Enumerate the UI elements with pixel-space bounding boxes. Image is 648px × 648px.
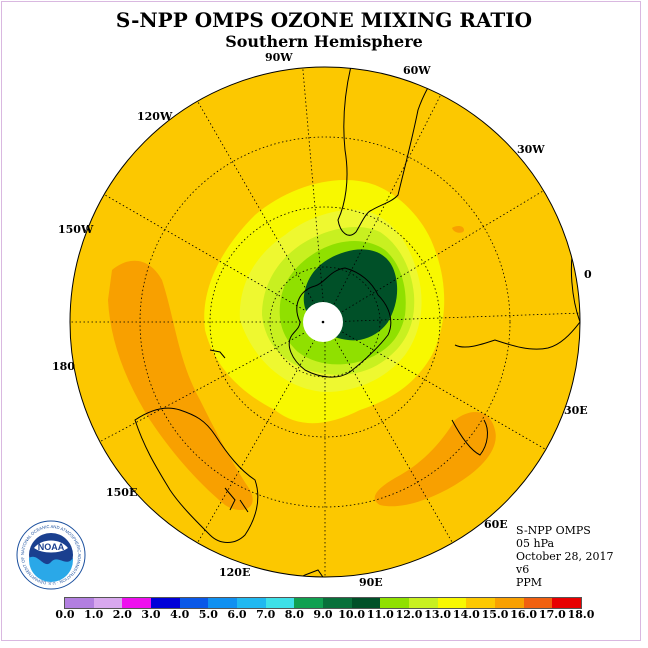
colorbar-tick-label: 6.0 — [227, 608, 247, 621]
field-orange-east-small — [452, 225, 464, 233]
lon-label-150e: 150E — [106, 486, 138, 499]
colorbar-swatch — [179, 598, 209, 608]
coast-antarctica — [288, 267, 392, 378]
info-units: PPM — [516, 576, 543, 589]
colorbar-tick-label: 1.0 — [84, 608, 104, 621]
field-orange-west — [108, 260, 253, 510]
lon-label-90e: 90E — [359, 576, 383, 589]
coast-australia — [134, 407, 259, 543]
colorbar-tick-label: 7.0 — [256, 608, 276, 621]
map-outline — [69, 66, 581, 578]
meridian-line — [342, 331, 547, 450]
coast-africa — [454, 239, 580, 350]
colorbar-tick-label: 10.0 — [338, 608, 366, 621]
lon-label-60w: 60W — [403, 64, 431, 77]
colorbar-swatch — [495, 598, 524, 608]
colorbar-tick-label: 8.0 — [284, 608, 304, 621]
colorbar-swatch — [65, 598, 94, 608]
info-block: S-NPP OMPS 05 hPa October 28, 2017 v6 PP… — [516, 524, 614, 589]
colorbar-swatch — [208, 598, 238, 608]
colorbar-swatch — [93, 598, 123, 608]
colorbar-swatch — [294, 598, 324, 608]
coast-misc — [209, 349, 326, 577]
frame-border — [1, 1, 641, 641]
coast-south-america — [337, 67, 446, 236]
colorbar-tick-label: 4.0 — [170, 608, 190, 621]
meridian-line — [333, 94, 442, 305]
colorbar-swatch — [409, 598, 438, 608]
meridian-line — [103, 194, 308, 313]
colorbar-tick-label: 9.0 — [313, 608, 333, 621]
colorbar-tick-label: 15.0 — [481, 608, 509, 621]
colorbar-tick-label: 18.0 — [567, 608, 595, 621]
colorbar-tick-label: 3.0 — [141, 608, 161, 621]
meridian-line — [341, 190, 544, 313]
colorbar-swatch — [523, 598, 553, 608]
info-version: v6 — [516, 563, 530, 576]
lon-label-150w: 150W — [58, 223, 94, 236]
lon-label-30e: 30E — [564, 404, 588, 417]
meridian-line — [344, 312, 580, 322]
latitude-circle-2 — [209, 206, 441, 438]
noaa-logo: NOAA NATIONAL OCEANIC AND ATMOSPHERIC AD… — [16, 520, 86, 590]
info-date: October 28, 2017 — [516, 550, 614, 563]
lon-label-180: 180 — [52, 360, 75, 373]
page-title: S-NPP OMPS OZONE MIXING RATIO — [115, 8, 533, 32]
colorbar-swatch — [122, 598, 152, 608]
colorbar-tick-label: 16.0 — [510, 608, 538, 621]
lon-label-60e: 60E — [484, 518, 508, 531]
info-level: 05 hPa — [516, 537, 555, 550]
colorbar-swatch — [466, 598, 496, 608]
lon-label-90w: 90W — [265, 51, 293, 64]
coast-new-zealand — [224, 487, 249, 513]
noaa-logo-text: NOAA — [38, 542, 65, 552]
colorbar-swatch — [437, 598, 467, 608]
colorbar-tick-label: 17.0 — [538, 608, 566, 621]
colorbar-tick-label: 0.0 — [55, 608, 75, 621]
colorbar-swatch — [323, 598, 352, 608]
latitude-circle-1 — [269, 266, 381, 378]
colorbar-tick-label: 12.0 — [395, 608, 423, 621]
pole-marker — [321, 320, 325, 324]
lon-label-120w: 120W — [137, 110, 173, 123]
coast-madagascar — [451, 419, 488, 456]
info-instrument: S-NPP OMPS — [516, 524, 591, 537]
lon-label-120e: 120E — [219, 566, 251, 579]
colorbar-tick-label: 5.0 — [198, 608, 218, 621]
colorbar-swatch — [552, 598, 582, 608]
colorbar-swatch — [265, 598, 295, 608]
colorbar-swatch — [351, 598, 381, 608]
meridian-line — [197, 100, 316, 305]
colorbar-tick-label: 2.0 — [112, 608, 132, 621]
colorbar — [64, 597, 582, 609]
colorbar-swatch — [380, 598, 410, 608]
meridian-line — [99, 331, 308, 443]
lon-label-0: 0 — [584, 268, 592, 281]
field-orange-east — [374, 411, 496, 507]
colorbar-swatch — [151, 598, 180, 608]
colorbar-tick-label: 14.0 — [452, 608, 480, 621]
meridian-line — [197, 339, 316, 544]
colorbar-tick-label: 11.0 — [366, 608, 394, 621]
lon-label-30w: 30W — [517, 143, 545, 156]
colorbar-tick-label: 13.0 — [424, 608, 452, 621]
colorbar-swatch — [237, 598, 266, 608]
meridian-line — [334, 339, 453, 544]
page-subtitle: Southern Hemisphere — [225, 32, 423, 51]
